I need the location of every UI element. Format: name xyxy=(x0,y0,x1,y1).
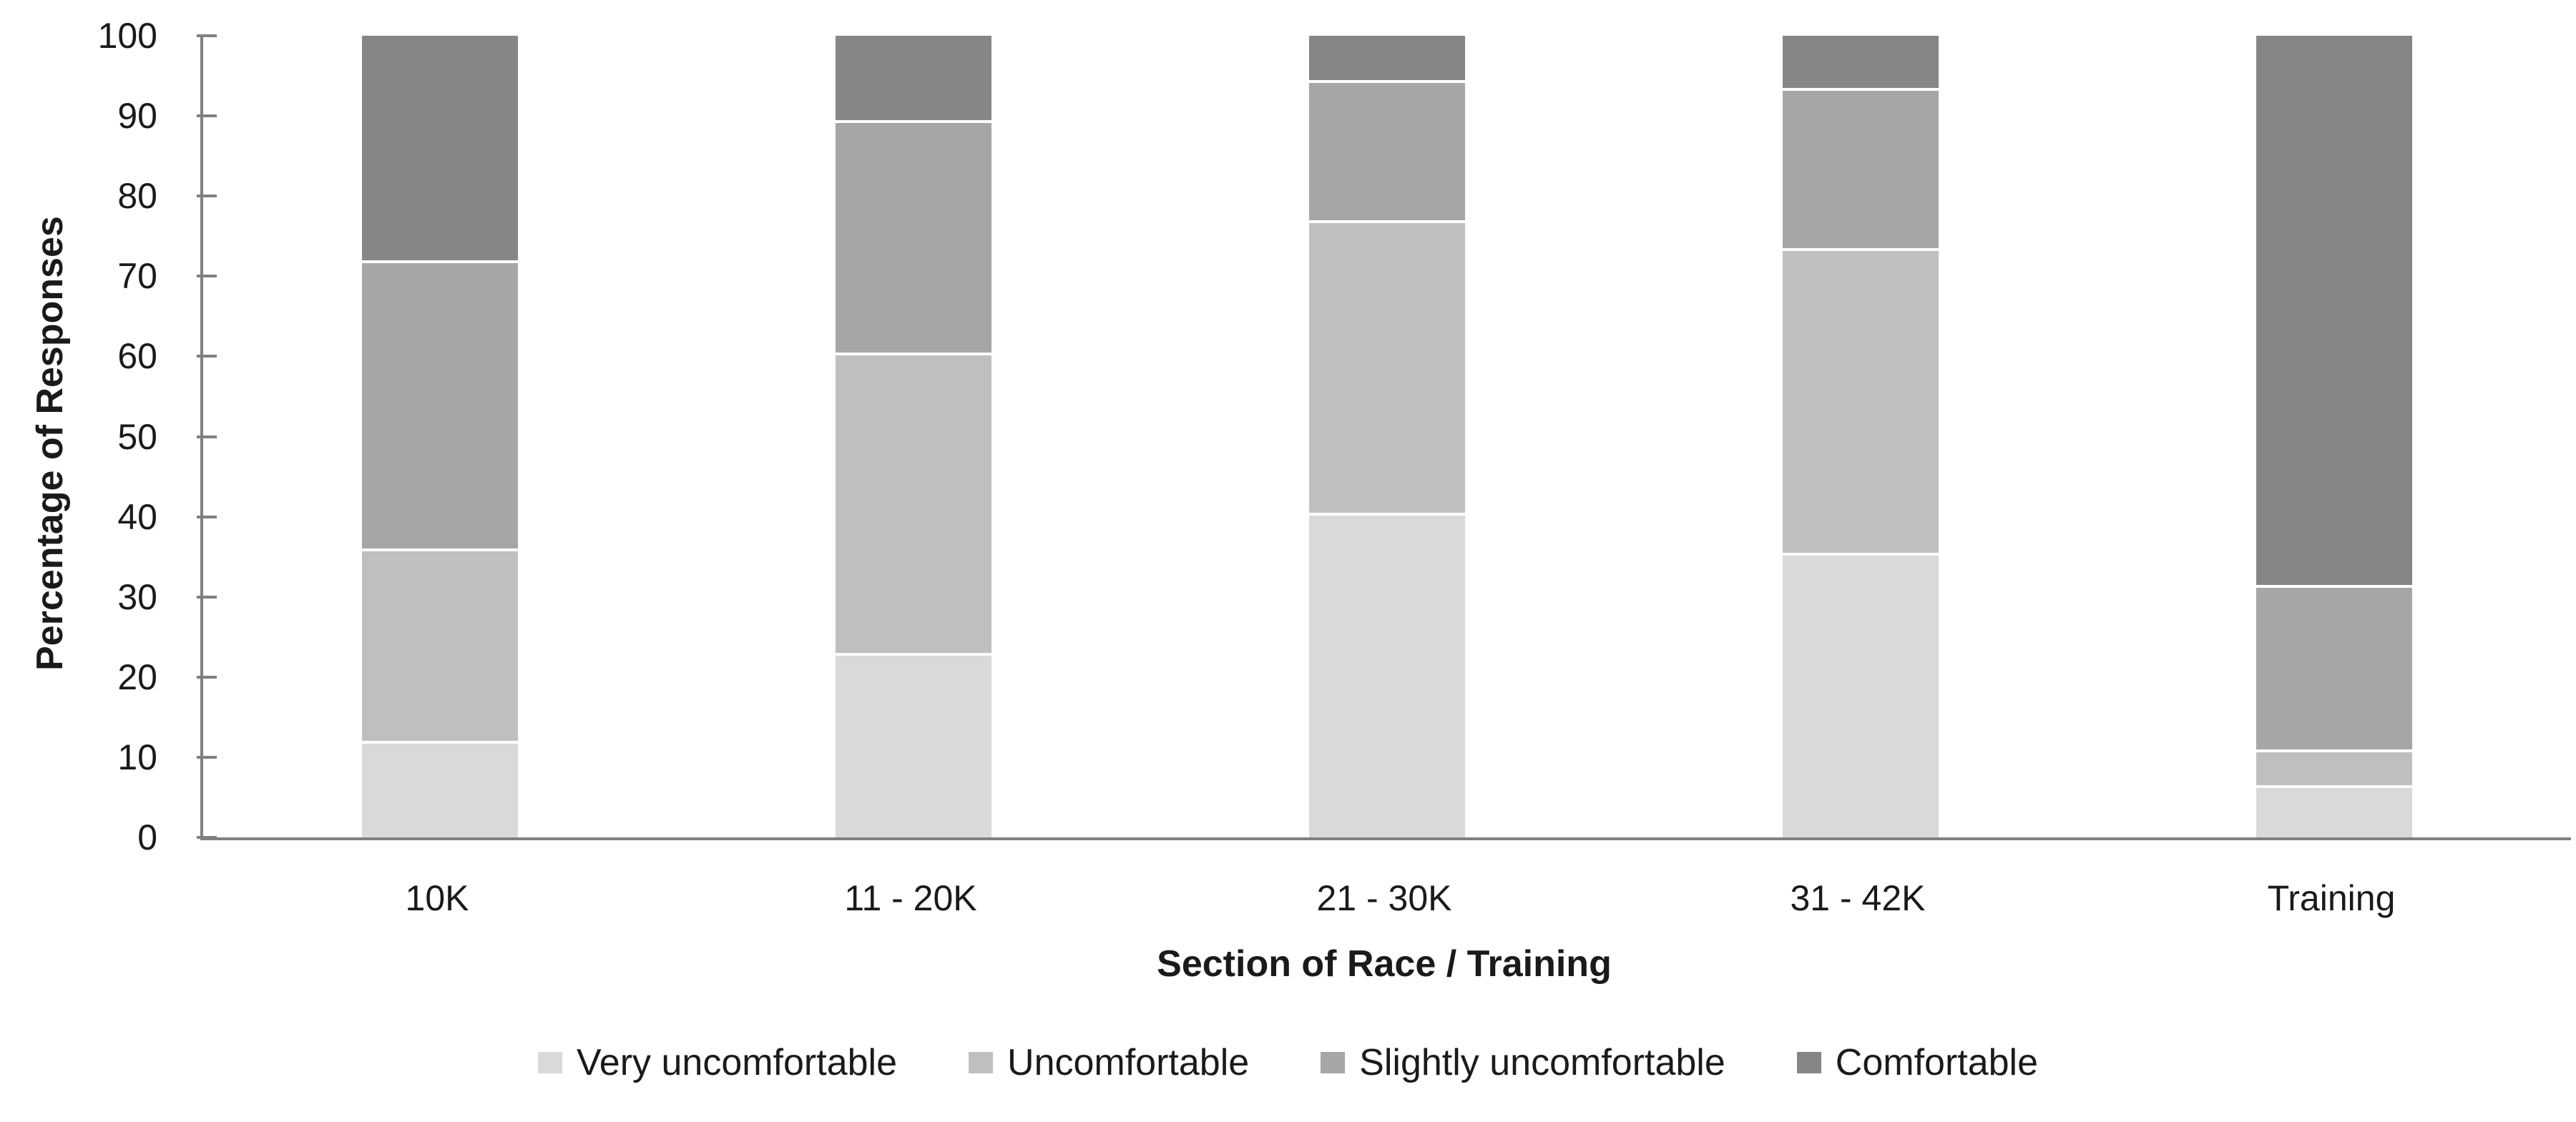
bar-segment xyxy=(361,548,519,742)
legend-label: Comfortable xyxy=(1835,1042,2039,1083)
bar-segment xyxy=(1308,220,1466,513)
y-tick-mark xyxy=(197,435,217,438)
legend-label: Slightly uncomfortable xyxy=(1359,1042,1725,1083)
legend-item: Very uncomfortable xyxy=(537,1041,898,1084)
stacked-bar-11 - 20K xyxy=(835,36,992,837)
bar-segment xyxy=(835,352,992,654)
x-category-label: 31 - 42K xyxy=(1790,878,1926,918)
legend-label: Very uncomfortable xyxy=(576,1042,898,1083)
x-category-label: 11 - 20K xyxy=(844,878,977,918)
x-axis-title: Section of Race / Training xyxy=(1157,943,1612,985)
x-category-label: Training xyxy=(2267,878,2396,918)
bar-segment xyxy=(835,653,992,837)
plot-area: 0 10 20 30 40 50 60 70 80 90 100 xyxy=(98,16,2571,857)
legend-swatch-icon xyxy=(1796,1052,1821,1073)
bar-slot xyxy=(1624,36,2097,837)
bar-slot xyxy=(2097,36,2571,837)
y-tick-label: 90 xyxy=(117,96,157,137)
bar-segment xyxy=(835,119,992,353)
bar-segment xyxy=(361,260,519,549)
y-tick-mark xyxy=(197,675,217,679)
stacked-bar-10K xyxy=(361,36,519,837)
y-tick-label: 70 xyxy=(117,256,157,297)
bar-segment xyxy=(2256,584,2413,749)
y-tick-label: 100 xyxy=(97,16,157,56)
y-tick-label: 20 xyxy=(117,656,157,697)
bar-segment xyxy=(1782,248,1939,553)
y-tick-mark xyxy=(197,836,217,839)
bar-segment xyxy=(1308,36,1466,80)
legend-swatch-icon xyxy=(969,1052,994,1073)
bar-segment xyxy=(2256,36,2413,585)
bar-slot xyxy=(1150,36,1624,837)
bar-slot xyxy=(677,36,1150,837)
y-tick-mark xyxy=(197,355,217,358)
y-tick-mark xyxy=(197,114,217,118)
y-tick-mark xyxy=(197,755,217,759)
bar-segment xyxy=(2256,749,2413,786)
bar-segment xyxy=(835,36,992,120)
legend-swatch-icon xyxy=(1321,1052,1346,1073)
stacked-bar-Training xyxy=(2256,36,2413,837)
y-tick-mark xyxy=(197,515,217,518)
y-tick-mark xyxy=(197,34,217,37)
stacked-bar-31 - 42K xyxy=(1782,36,1939,837)
y-tick-mark xyxy=(197,275,217,278)
y-tick-label: 60 xyxy=(117,336,157,377)
bar-segment xyxy=(1308,79,1466,220)
y-tick-mark xyxy=(197,195,217,198)
bar-segment xyxy=(2256,785,2413,837)
x-axis-category-labels: 10K 11 - 20K 21 - 30K 31 - 42K Training xyxy=(200,878,2568,918)
bar-segment xyxy=(361,741,519,837)
y-tick-label: 10 xyxy=(117,737,157,777)
bar-segment xyxy=(1782,36,1939,88)
stacked-bar-21 - 30K xyxy=(1308,36,1466,837)
x-category-label: 10K xyxy=(405,878,469,918)
legend-item: Comfortable xyxy=(1796,1041,2039,1084)
bar-segment xyxy=(1782,87,1939,249)
bar-segment xyxy=(1782,553,1939,837)
y-tick-label: 0 xyxy=(137,817,157,857)
legend: Very uncomfortable Uncomfortable Slightly … xyxy=(0,1041,2576,1084)
bar-segment xyxy=(1308,512,1466,837)
legend-swatch-icon xyxy=(537,1052,562,1073)
legend-item: Uncomfortable xyxy=(969,1041,1249,1084)
y-tick-mark xyxy=(197,595,217,599)
y-tick-label: 50 xyxy=(117,416,157,457)
legend-item: Slightly uncomfortable xyxy=(1321,1041,1725,1084)
x-category-label: 21 - 30K xyxy=(1316,878,1452,918)
legend-label: Uncomfortable xyxy=(1007,1042,1250,1083)
y-tick-label: 30 xyxy=(117,576,157,617)
y-tick-label: 80 xyxy=(117,176,157,217)
bar-segment xyxy=(361,36,519,260)
bar-slot xyxy=(203,36,677,837)
y-tick-label: 40 xyxy=(117,496,157,537)
bars-container xyxy=(203,36,2571,837)
